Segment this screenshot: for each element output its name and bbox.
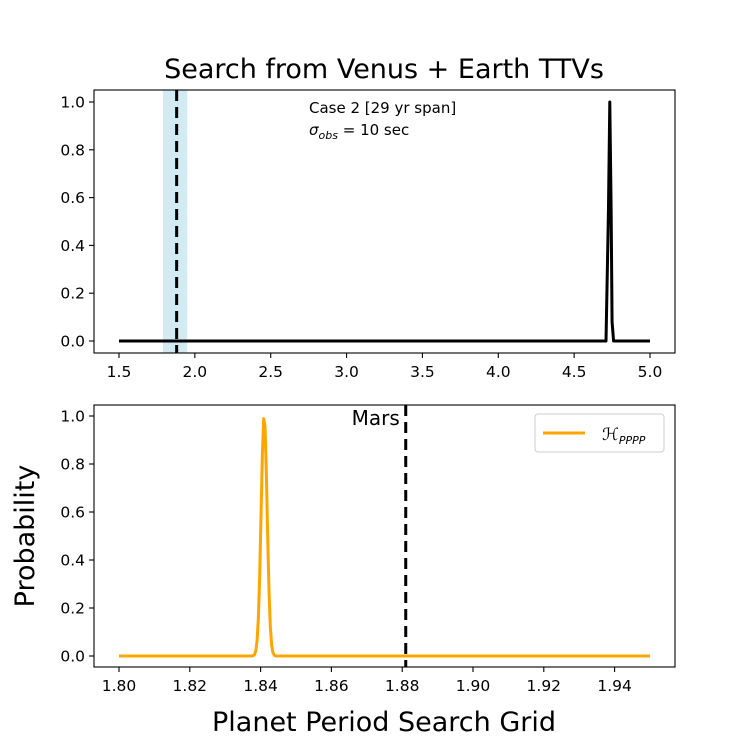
bottom-chart-panel: 0.00.20.40.60.81.0 1.80 1.82 1.84 1.86 1.88 1… (10, 404, 676, 738)
legend-subscript: PPPP (619, 434, 646, 447)
top-annotation-sigma: σobs = 10 sec (309, 121, 409, 142)
bottom-y-axis: 0.0 0.2 0.4 0.6 0.8 1.0 (60, 408, 94, 666)
bottom-x-tick-label: 1.86 (314, 677, 349, 695)
bottom-x-tick-label: 1.92 (527, 677, 562, 695)
top-x-axis: 1.5 2.0 2.5 3.0 3.5 4.0 4.5 5.0 (107, 353, 663, 381)
bottom-x-axis: 1.80 1.82 1.84 1.86 1.88 1.90 1.92 1.94 (102, 667, 632, 695)
top-y-tick-label: 0.8 (60, 141, 85, 159)
top-y-tick-label: 0.6 (60, 189, 85, 207)
top-annotation-case: Case 2 [29 yr span] (309, 99, 456, 117)
legend-label: ℋPPPP (602, 425, 646, 447)
legend-box (534, 413, 665, 453)
top-x-tick-label: 3.5 (410, 363, 435, 381)
bottom-y-tick-label: 0.6 (60, 504, 85, 522)
bottom-y-tick-label: 1.0 (60, 408, 85, 426)
top-y-axis: 0.0 0.2 0.4 0.6 0.8 1.0 (60, 94, 94, 351)
top-x-tick-label: 5.0 (638, 363, 663, 381)
bottom-series-line (118, 417, 651, 658)
top-series-line (119, 100, 650, 343)
bottom-axes-frame (93, 404, 676, 668)
top-y-tick-label: 0.0 (60, 333, 85, 351)
bottom-y-axis-label: Probability (10, 465, 41, 608)
sigma-value: = 10 sec (338, 121, 409, 139)
bottom-x-tick-label: 1.84 (243, 677, 278, 695)
top-chart-panel: Search from Venus + Earth TTVs 0.0 0.2 0.4… (60, 54, 676, 381)
bottom-x-tick-label: 1.94 (597, 677, 632, 695)
top-axes-frame (93, 89, 676, 354)
mars-label: Mars (352, 406, 400, 430)
top-x-tick-label: 2.0 (183, 363, 208, 381)
top-x-tick-label: 2.5 (258, 363, 283, 381)
bottom-x-tick-label: 1.90 (456, 677, 491, 695)
bottom-y-tick-label: 0.2 (60, 600, 85, 618)
bottom-x-tick-label: 1.82 (173, 677, 208, 695)
top-shaded-band (162, 90, 188, 353)
top-x-tick-label: 3.0 (334, 363, 359, 381)
bottom-y-tick-label: 0.4 (60, 552, 85, 570)
top-x-tick-label: 1.5 (107, 363, 132, 381)
bottom-y-tick-label: 0.0 (60, 648, 85, 666)
bottom-y-tick-label: 0.8 (60, 456, 85, 474)
top-chart-title: Search from Venus + Earth TTVs (164, 54, 604, 85)
legend: ℋPPPP (534, 413, 665, 453)
top-y-tick-label: 0.2 (60, 285, 85, 303)
bottom-x-axis-label: Planet Period Search Grid (212, 707, 556, 738)
top-y-tick-label: 1.0 (60, 94, 85, 112)
legend-symbol: ℋ (602, 425, 619, 445)
top-x-tick-label: 4.0 (486, 363, 511, 381)
bottom-x-tick-label: 1.80 (102, 677, 137, 695)
top-x-tick-label: 4.5 (562, 363, 587, 381)
bottom-x-tick-label: 1.88 (385, 677, 420, 695)
sigma-subscript: obs (319, 129, 339, 142)
top-y-tick-label: 0.4 (60, 237, 85, 255)
sigma-symbol: σ (309, 121, 319, 139)
